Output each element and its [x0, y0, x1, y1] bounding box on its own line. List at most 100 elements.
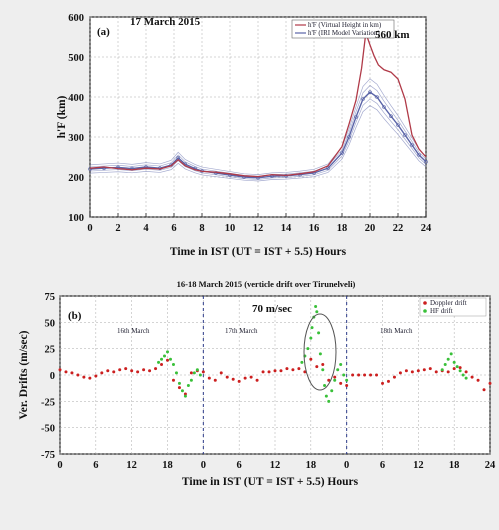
panel-a-x-tick-label: 10 [225, 223, 236, 234]
doppler-point [458, 366, 462, 370]
model-point [340, 151, 344, 155]
hf-point [192, 371, 196, 375]
doppler-point [464, 370, 468, 374]
panel-b-y-tick-label: -75 [41, 450, 55, 461]
panel-b-y-tick-label: -50 [41, 424, 55, 435]
panel-a-x-ticks: 0 2 4 6 8 10 12 14 16 18 20 22 24 [87, 223, 432, 234]
hf-point [315, 310, 319, 314]
panel-a-series [88, 32, 428, 182]
doppler-point [207, 376, 211, 380]
doppler-point [363, 373, 367, 377]
doppler-point [82, 375, 86, 379]
panel-b-x-ticks: 0 6 12 18 0 6 12 18 0 6 12 18 24 [57, 460, 496, 471]
doppler-point [177, 386, 181, 390]
panel-a-y-tick-label: 600 [68, 13, 84, 24]
panel-a-y-tick-label: 100 [68, 213, 84, 224]
doppler-point [339, 381, 343, 385]
panel-b-x-tick-label: 18 [449, 460, 460, 471]
panel-b: 16-18 March 2015 (verticle drift over Ti… [18, 279, 496, 488]
doppler-point [404, 369, 408, 373]
model-point [354, 115, 358, 119]
doppler-point [64, 370, 68, 374]
doppler-point [470, 375, 474, 379]
hf-point [318, 352, 322, 356]
panel-b-x-tick-label: 0 [201, 460, 206, 471]
panel-b-x-tick-label: 6 [237, 460, 242, 471]
doppler-point [482, 388, 486, 392]
doppler-point [434, 370, 438, 374]
panel-a-x-tick-label: 14 [281, 223, 292, 234]
hf-point [339, 362, 343, 366]
hf-point [333, 378, 337, 382]
doppler-point [154, 367, 158, 371]
hf-point [186, 384, 190, 388]
legend-label-doppler: Doppler drift [430, 299, 467, 307]
panel-b-x-tick-label: 12 [126, 460, 137, 471]
doppler-point [201, 370, 205, 374]
doppler-point [351, 373, 355, 377]
hf-point [309, 336, 313, 340]
panel-a-grid [89, 16, 427, 218]
panel-b-x-axis-label: Time in IST (UT = IST + 5.5) Hours [182, 476, 359, 488]
hf-point [166, 350, 169, 354]
hf-point [323, 384, 327, 388]
model-point [375, 95, 379, 99]
hf-point [449, 352, 453, 356]
panel-a-x-tick-label: 22 [393, 223, 404, 234]
model-variation-line [89, 78, 427, 175]
panel-b-x-tick-label: 0 [57, 460, 62, 471]
model-point [382, 105, 386, 109]
doppler-point [321, 362, 325, 366]
panel-b-series [58, 305, 492, 403]
hf-point [330, 389, 334, 393]
doppler-point [261, 370, 265, 374]
highlight-ellipse [303, 313, 337, 391]
model-point [389, 114, 393, 118]
doppler-point [381, 381, 384, 385]
panel-a-x-axis-label: Time in IST (UT = IST + 5.5) Hours [170, 246, 347, 258]
panel-a-y-tick-label: 500 [68, 53, 84, 64]
model-point [361, 97, 365, 101]
day-label-18th: 18th March [380, 327, 413, 335]
hf-point [177, 381, 181, 385]
hf-point [327, 399, 331, 403]
doppler-point [279, 369, 283, 373]
panel-a-x-tick-label: 4 [143, 223, 149, 234]
doppler-point [273, 369, 277, 373]
hf-point [452, 360, 456, 364]
doppler-point [136, 370, 140, 374]
doppler-point [476, 378, 480, 382]
panel-b-y-ticks: 75 50 25 0 -25 -50 -75 [41, 292, 55, 461]
hf-point [321, 368, 325, 372]
doppler-point [446, 370, 450, 374]
panel-a-x-tick-label: 24 [421, 223, 432, 234]
panel-b-annotation: 70 m/sec [252, 303, 292, 315]
panel-b-title: 16-18 March 2015 (verticle drift over Ti… [177, 279, 356, 289]
hf-point [171, 362, 175, 366]
panel-b-x-tick-label: 6 [380, 460, 385, 471]
doppler-point [428, 367, 432, 371]
model-point [410, 143, 414, 147]
panel-b-y-tick-label: 50 [45, 318, 56, 329]
panel-a-x-tick-label: 12 [253, 223, 264, 234]
panel-a-annotation: 560 km [375, 29, 410, 41]
panel-a-x-tick-label: 20 [365, 223, 376, 234]
hf-point [446, 357, 450, 361]
doppler-point [76, 373, 80, 377]
doppler-point [315, 365, 319, 369]
doppler-point [166, 358, 169, 362]
doppler-point [237, 379, 241, 383]
legend-label-hf: HF drift [430, 307, 453, 315]
doppler-point [124, 367, 128, 371]
legend-swatch-doppler [423, 301, 427, 305]
panel-b-y-tick-label: 75 [45, 292, 56, 303]
doppler-point [357, 373, 361, 377]
doppler-point [488, 381, 492, 385]
legend-label-igrf: h'F (Virtual Height in km) [308, 21, 382, 29]
model-variation-line [89, 105, 427, 182]
panel-a-x-tick-label: 0 [87, 223, 92, 234]
doppler-point [309, 357, 313, 361]
doppler-point [416, 369, 420, 373]
legend-box [419, 297, 487, 317]
